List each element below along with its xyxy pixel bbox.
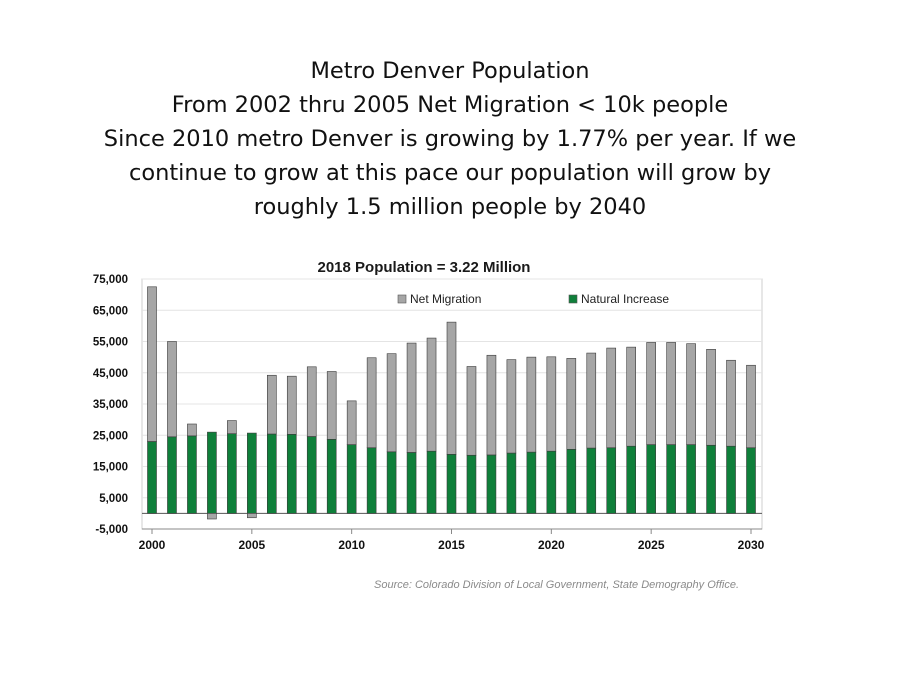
net-migration-bar [646, 342, 656, 445]
title-line: From 2002 thru 2005 Net Migration < 10k … [171, 92, 729, 118]
net-migration-bar [247, 513, 257, 519]
net-migration-bar [466, 366, 477, 456]
net-migration-bar [546, 356, 557, 452]
natural-increase-bar [426, 450, 437, 514]
net-migration-bar [686, 343, 696, 445]
x-tick-label: 2030 [738, 538, 765, 552]
natural-increase-bar [386, 451, 397, 514]
natural-increase-bar [646, 444, 656, 514]
net-migration-bar [386, 353, 397, 453]
title-line: roughly 1.5 million people by 2040 [253, 194, 647, 220]
natural-increase-bar [706, 444, 716, 514]
net-migration-bar [147, 286, 157, 442]
net-migration-bar [326, 371, 337, 440]
net-migration-bar [426, 337, 437, 452]
net-migration-bar [366, 357, 377, 449]
net-migration-bar [167, 341, 177, 438]
y-tick-label: 45,000 [93, 368, 128, 380]
natural-increase-bar [606, 447, 617, 514]
y-tick-label: 55,000 [93, 337, 128, 349]
y-tick-label: -5,000 [95, 524, 128, 536]
net-migration-bar [306, 366, 317, 437]
natural-increase-bar [167, 436, 177, 514]
net-migration-bar [626, 346, 637, 447]
x-tick-label: 2015 [438, 538, 465, 552]
natural-increase-bar [446, 454, 457, 514]
y-tick-label: 25,000 [93, 430, 128, 442]
net-migration-bar [506, 359, 517, 454]
x-tick-label: 2005 [238, 538, 265, 552]
net-migration-bar [207, 513, 217, 520]
net-migration-bar [227, 420, 237, 434]
natural-increase-bar [346, 444, 357, 514]
y-tick-label: 75,000 [93, 274, 128, 286]
natural-increase-bar [746, 447, 756, 514]
natural-increase-bar [406, 452, 417, 514]
natural-increase-bar [227, 433, 237, 514]
x-tick-label: 2010 [338, 538, 365, 552]
natural-increase-bar [526, 451, 537, 514]
natural-increase-bar [546, 450, 557, 514]
net-migration-bar [706, 349, 716, 446]
y-tick-label: 15,000 [93, 462, 128, 474]
x-tick-label: 2020 [538, 538, 565, 552]
natural-increase-bar [207, 431, 217, 514]
legend-swatch [397, 294, 407, 304]
net-migration-bar [566, 358, 577, 450]
natural-increase-bar [187, 435, 197, 514]
net-migration-bar [586, 352, 597, 449]
natural-increase-bar [626, 445, 637, 514]
net-migration-bar [606, 347, 617, 449]
legend-swatch [568, 294, 578, 304]
natural-increase-bar [726, 445, 736, 514]
net-migration-bar [666, 342, 676, 445]
net-migration-bar [526, 356, 537, 453]
net-migration-bar [746, 364, 756, 449]
legend-label: Natural Increase [581, 292, 669, 306]
natural-increase-bar [286, 434, 297, 514]
y-tick-label: 65,000 [93, 305, 128, 317]
chart-title: 2018 Population = 3.22 Million [318, 259, 531, 276]
source-note: Source: Colorado Division of Local Gover… [374, 579, 740, 591]
net-migration-bar [406, 342, 417, 453]
title-line: Since 2010 metro Denver is growing by 1.… [103, 126, 797, 152]
y-tick-label: 5,000 [99, 493, 128, 505]
natural-increase-bar [506, 452, 517, 514]
net-migration-bar [266, 374, 277, 435]
title-line: continue to grow at this pace our popula… [128, 160, 772, 186]
net-migration-bar [346, 400, 357, 445]
natural-increase-bar [326, 439, 337, 514]
natural-increase-bar [586, 447, 597, 514]
legend-label: Net Migration [410, 292, 481, 306]
slide-title: Metro Denver Population From 2002 thru 2… [0, 54, 900, 224]
natural-increase-bar [247, 432, 257, 514]
x-tick-label: 2025 [638, 538, 665, 552]
natural-increase-bar [147, 441, 157, 514]
natural-increase-bar [306, 436, 317, 514]
natural-increase-bar [666, 444, 676, 514]
natural-increase-bar [566, 449, 577, 514]
net-migration-bar [446, 321, 457, 455]
natural-increase-bar [486, 454, 497, 514]
net-migration-bar [187, 423, 197, 437]
natural-increase-bar [366, 447, 377, 514]
net-migration-bar [726, 359, 736, 447]
natural-increase-bar [266, 433, 277, 514]
title-line: Metro Denver Population [310, 58, 590, 84]
x-tick-label: 2000 [139, 538, 166, 552]
y-tick-label: 35,000 [93, 399, 128, 411]
natural-increase-bar [466, 454, 477, 514]
natural-increase-bar [686, 444, 696, 514]
net-migration-bar [286, 375, 297, 435]
net-migration-bar [486, 354, 497, 456]
